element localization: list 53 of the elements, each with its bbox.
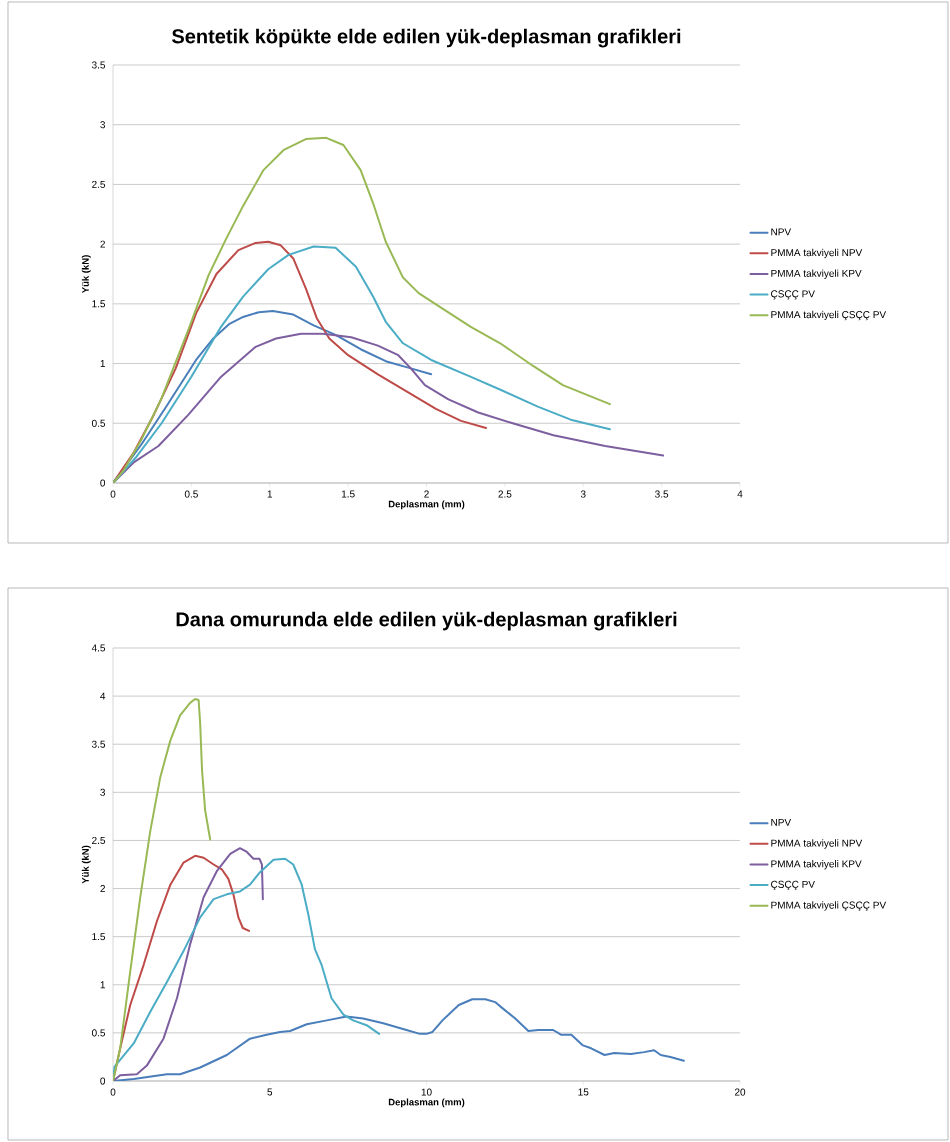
y-tick-label: 3 [100,788,106,796]
line-series [113,245,611,483]
x-tick-label: 2.5 [498,490,512,498]
x-tick-label: 1.5 [341,490,355,498]
y-tick-label: 1 [100,981,105,989]
x-tick-label: 3.5 [655,490,669,498]
chart-title: Sentetik köpükte elde edilen yük-deplasman grafikleri [172,28,681,48]
legend-label: PMMA takviyeli KPV [771,269,862,279]
x-tick-label: 2 [424,490,429,498]
y-tick-label: 3.5 [91,61,106,69]
legend-label: PMMA takviyeli KPV [771,860,862,870]
legend-label: PMMA takviyeli NPV [771,839,863,849]
legend-label: ÇSÇÇ PV [771,290,815,300]
y-tick-label: 4.5 [91,644,106,652]
y-tick-label: 1.5 [92,933,106,941]
y-tick-label: 2 [100,240,105,248]
x-tick-label: 4 [737,490,743,498]
y-tick-label: 4 [100,692,106,700]
x-tick-label: 0 [110,490,116,498]
legend-label: PMMA takviyeli ÇSÇÇ PV [771,901,887,911]
y-tick-label: 0.5 [91,1029,106,1037]
x-tick-label: 0.5 [184,490,198,498]
y-tick-label: 2.5 [92,836,106,844]
x-tick-label: 0 [110,1088,116,1096]
y-axis-title: Yük (kN) [81,845,91,884]
x-tick-label: 5 [267,1088,273,1096]
line-series [113,136,611,483]
y-tick-label: 0 [100,1077,106,1085]
x-tick-label: 1 [267,490,273,498]
line-series [113,240,488,483]
line-series [113,697,212,1081]
x-tick-label: 10 [421,1088,432,1096]
legend-label: PMMA takviyeli NPV [771,248,863,259]
chart-title: Dana omurunda elde edilen yük-deplasman grafikleri [176,611,677,631]
y-tick-label: 0 [100,479,106,487]
x-tick-label: 15 [578,1088,589,1096]
y-tick-label: 1.5 [92,300,106,308]
legend-label: ÇSÇÇ PV [771,880,815,890]
x-axis-title: Deplasman (mm) [388,500,465,510]
y-tick-label: 0.5 [91,419,106,427]
y-tick-label: 1 [100,360,105,367]
x-axis-title: Deplasman (mm) [388,1098,465,1108]
legend-label: PMMA takviyeli ÇSÇÇ PV [771,310,887,321]
y-tick-label: 3 [100,121,106,129]
x-tick-label: 3 [580,490,586,498]
y-tick-label: 2.5 [92,180,106,188]
y-tick-label: 3.5 [91,740,106,748]
line-series [113,998,685,1081]
y-tick-label: 2 [100,885,105,893]
y-axis-title: Yük (kN) [81,255,91,294]
legend-label: NPV [771,818,792,826]
legend-label: NPV [771,228,792,236]
x-tick-label: 20 [734,1088,746,1096]
